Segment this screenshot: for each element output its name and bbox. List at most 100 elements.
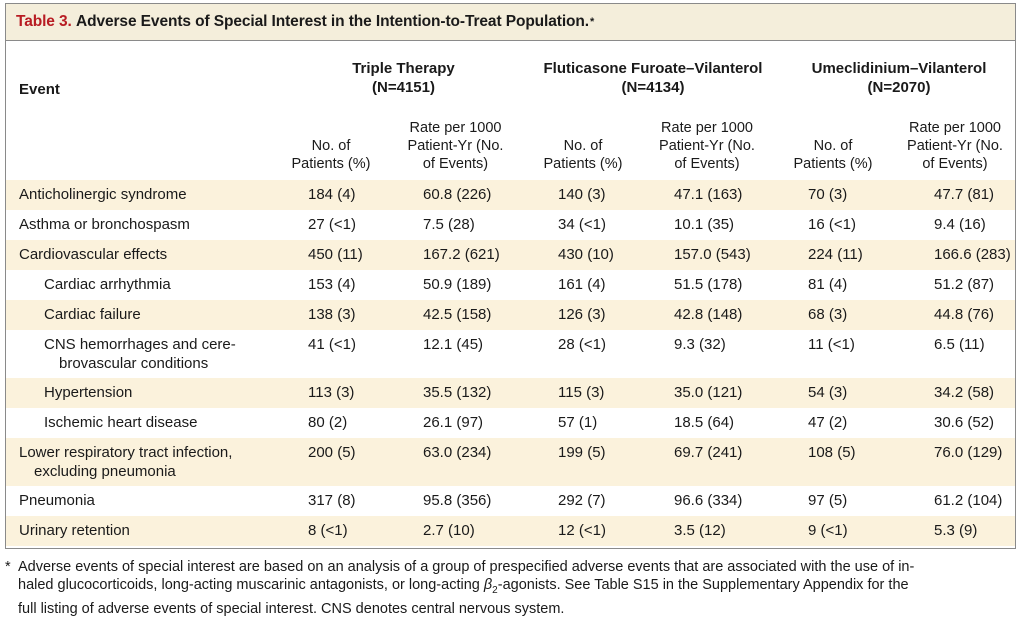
cell-patients: 41 (<1)	[308, 336, 356, 353]
cell-patients: 184 (4)	[308, 186, 356, 203]
subheader-line: Patients (%)	[543, 156, 623, 172]
table-row: Cardiac failure 138 (3) 42.5 (158) 126 (3) 4…	[6, 300, 1015, 330]
cell-rate: 9.3 (32)	[674, 336, 726, 353]
cell-rate: 35.5 (132)	[423, 384, 492, 401]
table-footnote: * Adverse events of special interest are …	[5, 558, 1016, 618]
cell-rate: 10.1 (35)	[674, 216, 735, 233]
cell-patients: 450 (11)	[308, 246, 363, 263]
cell-patients: 153 (4)	[308, 276, 356, 293]
event-name: Pneumonia	[19, 491, 95, 510]
cell-patients: 140 (3)	[558, 186, 606, 203]
event-label: Urinary retention	[19, 522, 130, 539]
cell-patients: 224 (11)	[808, 246, 863, 263]
footnote-line: full listing of adverse events of specia…	[18, 600, 565, 617]
cell-patients: 81 (4)	[808, 276, 848, 293]
table-row: Hypertension 113 (3) 35.5 (132) 115 (3) 35.0…	[6, 378, 1015, 408]
cell-rate: 35.0 (121)	[674, 384, 743, 401]
subheader-patients: No. of Patients (%)	[528, 119, 638, 173]
event-label: Asthma or bronchospasm	[19, 216, 190, 233]
event-name: CNS hemorrhages and cere-brovascular con…	[44, 335, 236, 373]
cell-rate: 18.5 (64)	[674, 414, 735, 431]
event-name: Anticholinergic syndrome	[19, 185, 187, 204]
event-label-continued: excluding pneumonia	[34, 463, 176, 480]
event-label: Lower respiratory tract infection,	[19, 444, 233, 461]
subheader-rate: Rate per 1000 Patient-Yr (No. of Events)	[651, 119, 763, 173]
cell-patients: 108 (5)	[808, 444, 856, 461]
event-label-continued: brovascular conditions	[59, 355, 209, 372]
group-n: (N=2070)	[867, 79, 931, 96]
subheader-rate: Rate per 1000 Patient-Yr (No. of Events)	[398, 119, 513, 173]
cell-patients: 47 (2)	[808, 414, 848, 431]
group-header-ffv: Fluticasone Furoate–Vilanterol (N=4134)	[533, 59, 773, 97]
cell-patients: 54 (3)	[808, 384, 848, 401]
cell-rate: 167.2 (621)	[423, 246, 500, 263]
cell-patients: 138 (3)	[308, 306, 356, 323]
cell-rate: 47.1 (163)	[674, 186, 743, 203]
subheader-line: Patient-Yr (No.	[659, 138, 755, 154]
group-n: (N=4134)	[621, 79, 685, 96]
event-name: Hypertension	[44, 383, 132, 402]
event-name: Cardiac failure	[44, 305, 141, 324]
cell-rate: 51.5 (178)	[674, 276, 743, 293]
cell-rate: 157.0 (543)	[674, 246, 751, 263]
subheader-line: No. of	[311, 138, 351, 154]
cell-rate: 42.8 (148)	[674, 306, 743, 323]
group-header-umv: Umeclidinium–Vilanterol (N=2070)	[784, 59, 1014, 97]
cell-patients: 199 (5)	[558, 444, 606, 461]
table-row: Asthma or bronchospasm 27 (<1) 7.5 (28) 34 …	[6, 210, 1015, 240]
cell-rate: 34.2 (58)	[934, 384, 995, 401]
group-header-triple: Triple Therapy (N=4151)	[306, 59, 501, 97]
cell-patients: 317 (8)	[308, 492, 356, 509]
footnote-line: -agonists. See Table S15 in the Suppleme…	[497, 577, 909, 593]
subheader-line: Patient-Yr (No.	[407, 138, 504, 154]
subheader-line: of Events)	[422, 156, 489, 172]
cell-rate: 50.9 (189)	[423, 276, 492, 293]
event-label: Hypertension	[44, 384, 133, 401]
subheader-line: of Events)	[922, 156, 988, 172]
table-label: Table 3.	[16, 13, 72, 30]
cell-patients: 9 (<1)	[808, 522, 848, 539]
cell-patients: 70 (3)	[808, 186, 848, 203]
subheader-line: Patient-Yr (No.	[907, 138, 1003, 154]
table-row: Anticholinergic syndrome 184 (4) 60.8 (226…	[6, 180, 1015, 210]
subheader-line: Rate per 1000	[661, 120, 753, 136]
event-label: Cardiovascular effects	[19, 246, 168, 263]
cell-rate: 2.7 (10)	[423, 522, 475, 539]
cell-rate: 12.1 (45)	[423, 336, 484, 353]
cell-patients: 80 (2)	[308, 414, 348, 431]
cell-patients: 161 (4)	[558, 276, 606, 293]
table-title-bar: Table 3. Adverse Events of Special Inter…	[6, 4, 1015, 41]
cell-rate: 9.4 (16)	[934, 216, 986, 233]
cell-rate: 7.5 (28)	[423, 216, 475, 233]
event-label: Anticholinergic syndrome	[19, 186, 187, 203]
group-name: Fluticasone Furoate–Vilanterol	[543, 60, 763, 77]
event-label: CNS hemorrhages and cere-	[44, 336, 236, 353]
subheader-line: No. of	[563, 138, 603, 154]
cell-rate: 5.3 (9)	[934, 522, 978, 539]
cell-rate: 42.5 (158)	[423, 306, 492, 323]
event-name: Cardiac arrhythmia	[44, 275, 171, 294]
footnote-line: Adverse events of special interest are b…	[18, 559, 915, 575]
footnote-line: haled glucocorticoids, long-acting musca…	[18, 577, 484, 593]
event-label: Ischemic heart disease	[44, 414, 198, 431]
footnote-beta-sub: 2	[492, 584, 498, 596]
group-n: (N=4151)	[372, 79, 435, 96]
table-header: Event Triple Therapy (N=4151) Fluticason…	[6, 41, 1015, 179]
cell-patients: 12 (<1)	[558, 522, 606, 539]
event-name: Ischemic heart disease	[44, 413, 197, 432]
cell-patients: 292 (7)	[558, 492, 606, 509]
cell-rate: 96.6 (334)	[674, 492, 743, 509]
subheader-line: Patients (%)	[793, 156, 873, 172]
cell-rate: 60.8 (226)	[423, 186, 492, 203]
event-name: Asthma or bronchospasm	[19, 215, 190, 234]
cell-patients: 11 (<1)	[808, 336, 855, 353]
cell-rate: 47.7 (81)	[934, 186, 995, 203]
cell-rate: 69.7 (241)	[674, 444, 743, 461]
table-title: Adverse Events of Special Interest in th…	[76, 13, 589, 30]
cell-rate: 166.6 (283)	[934, 246, 1011, 263]
cell-patients: 97 (5)	[808, 492, 848, 509]
cell-rate: 63.0 (234)	[423, 444, 492, 461]
cell-patients: 430 (10)	[558, 246, 614, 263]
cell-patients: 28 (<1)	[558, 336, 606, 353]
cell-rate: 30.6 (52)	[934, 414, 995, 431]
